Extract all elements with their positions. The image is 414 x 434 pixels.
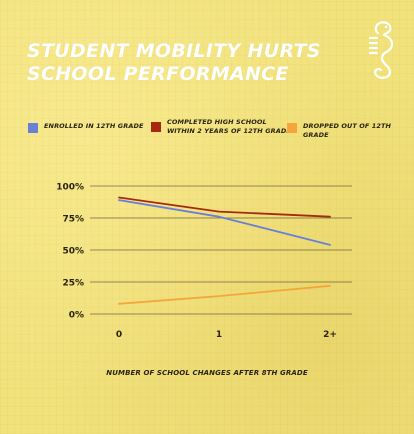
legend-item-dropped: Dropped out of 12th grade	[287, 122, 414, 140]
legend-label-completed: Completed high school within 2 years of …	[167, 118, 291, 135]
legend-label-dropped: Dropped out of 12th grade	[303, 122, 392, 139]
legend-swatch-completed	[151, 122, 161, 132]
y-tick-label: 0%	[69, 311, 84, 321]
series-line	[118, 196, 331, 218]
x-tick-label: 1	[216, 330, 222, 340]
seahorse-logo-icon	[368, 21, 394, 79]
legend-item-completed: Completed high school within 2 years of …	[151, 118, 291, 136]
legend-swatch-dropped	[287, 123, 297, 133]
legend-label-enrolled: Enrolled in 12th grade	[44, 122, 144, 130]
series-line	[118, 199, 331, 246]
y-tick-label: 100%	[56, 183, 84, 193]
x-tick-label: 2+	[323, 330, 337, 340]
x-axis-label: Number of school changes after 8th grade	[106, 369, 308, 377]
title-line-2: School Performance	[27, 63, 289, 85]
x-tick-label: 0	[116, 330, 122, 340]
title-line-1: Student Mobility Hurts	[27, 40, 321, 62]
y-tick-label: 75%	[62, 215, 84, 225]
y-tick-label: 50%	[62, 247, 84, 257]
y-tick-label: 25%	[62, 279, 84, 289]
series-line	[118, 284, 331, 305]
legend-swatch-enrolled	[28, 123, 38, 133]
legend-item-enrolled: Enrolled in 12th grade	[28, 122, 144, 133]
chart-title: Student Mobility Hurts School Performanc…	[27, 40, 321, 86]
